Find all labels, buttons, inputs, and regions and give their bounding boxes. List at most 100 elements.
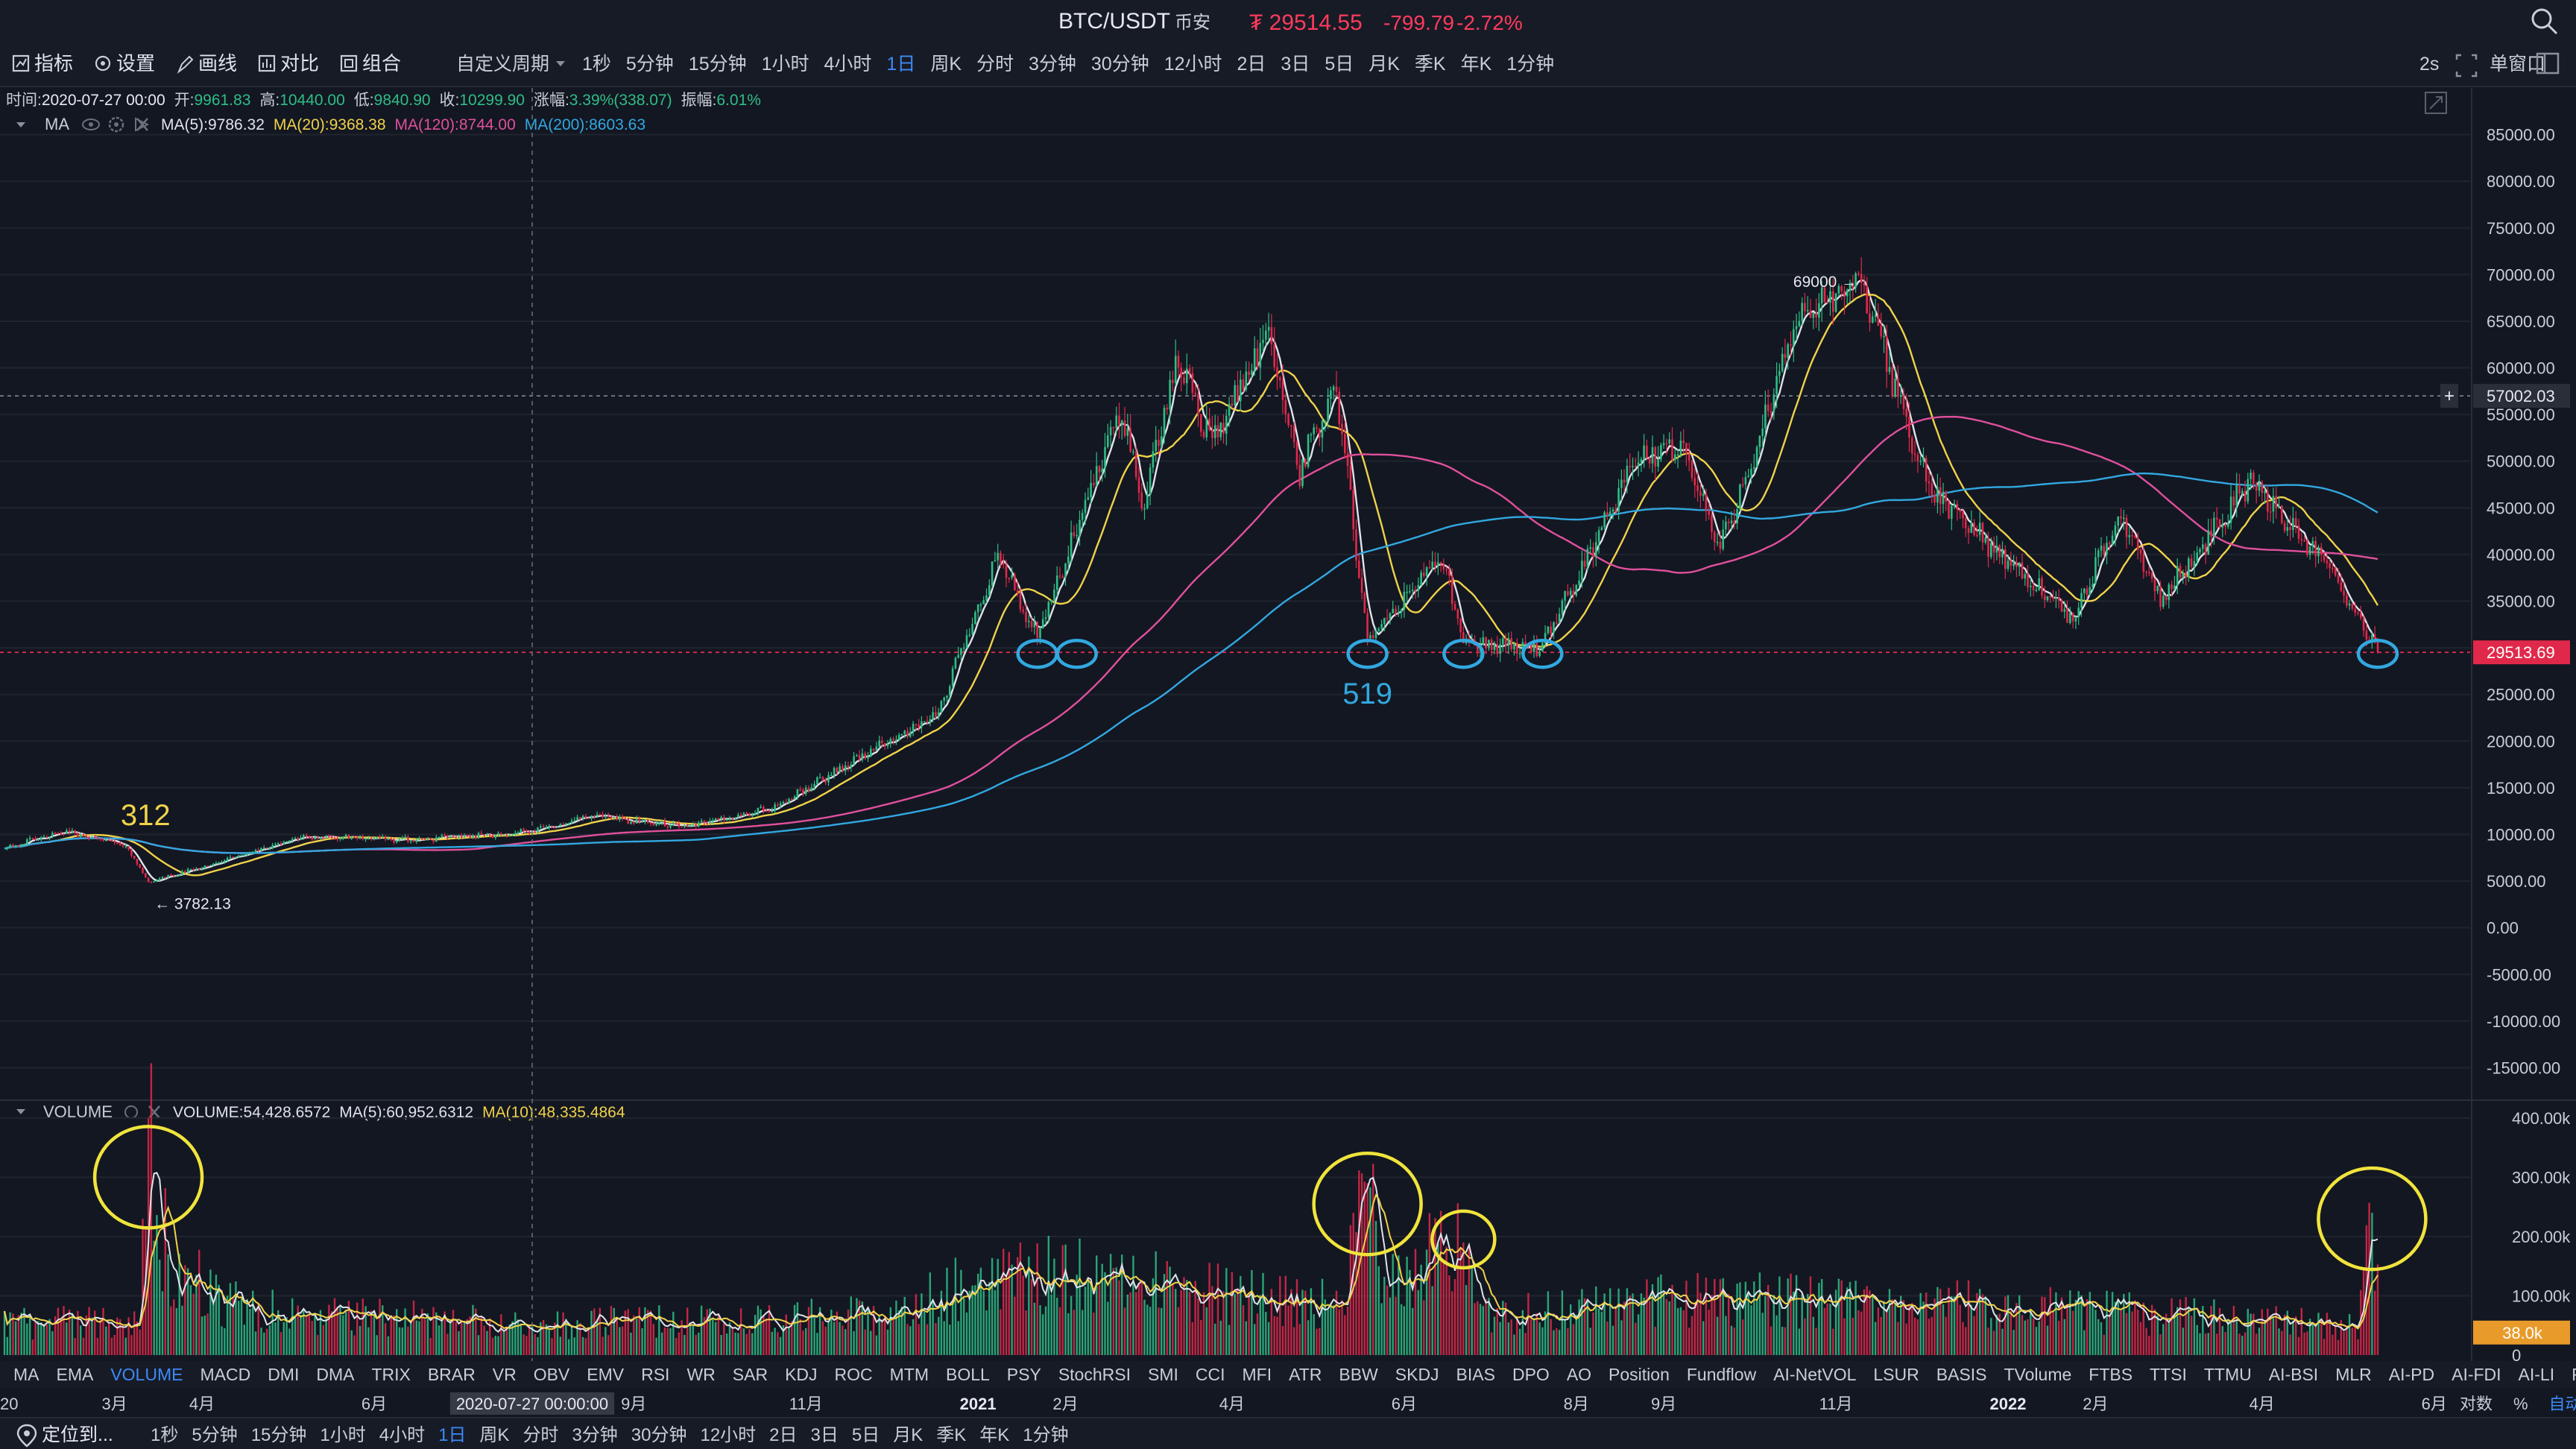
period-tab-3分钟[interactable]: 3分钟 xyxy=(1029,54,1076,75)
locate-button[interactable]: 定位到... xyxy=(16,1424,113,1448)
indicator-tab-ema[interactable]: EMA xyxy=(57,1365,95,1384)
indicator-tab-kdj[interactable]: KDJ xyxy=(785,1365,817,1384)
indicator-tab-macd[interactable]: MACD xyxy=(200,1365,250,1384)
indicator-tab-rsi[interactable]: RSI xyxy=(641,1365,669,1384)
period-tab-3日[interactable]: 3日 xyxy=(811,1425,839,1445)
indicator-tab-trix[interactable]: TRIX xyxy=(371,1365,410,1384)
indicator-tab-dpo[interactable]: DPO xyxy=(1512,1365,1550,1384)
close-icon[interactable] xyxy=(136,118,148,131)
period-tab-3分钟[interactable]: 3分钟 xyxy=(572,1425,617,1445)
period-tab-季K[interactable]: 季K xyxy=(936,1425,966,1445)
period-tab-12小时[interactable]: 12小时 xyxy=(700,1425,756,1445)
fullscreen-icon[interactable] xyxy=(2425,92,2447,114)
indicator-tab-roc[interactable]: ROC xyxy=(835,1365,873,1384)
indicator-tab-emv[interactable]: EMV xyxy=(587,1365,625,1384)
indicator-tab-ttmu[interactable]: TTMU xyxy=(2204,1365,2252,1384)
period-tab-5分钟[interactable]: 5分钟 xyxy=(192,1425,237,1445)
period-tab-1秒[interactable]: 1秒 xyxy=(582,54,611,75)
indicator-tab-ai-pd[interactable]: AI-PD xyxy=(2389,1365,2434,1384)
symbol-title[interactable]: BTC/USDT xyxy=(1058,9,1170,34)
period-tab-1日[interactable]: 1日 xyxy=(886,54,915,75)
indicator-tab-lsur[interactable]: LSUR xyxy=(1873,1365,1919,1384)
dock-icon[interactable] xyxy=(2536,52,2560,75)
indicator-tab-stochrsi[interactable]: StochRSI xyxy=(1058,1365,1131,1384)
indicator-tab-brar[interactable]: BRAR xyxy=(428,1365,476,1384)
indicator-tab-volume[interactable]: VOLUME xyxy=(110,1365,183,1384)
period-tab-5日[interactable]: 5日 xyxy=(1325,54,1354,75)
collapse-chevron-icon[interactable] xyxy=(16,122,25,127)
indicator-tab-cci[interactable]: CCI xyxy=(1196,1365,1225,1384)
indicator-tab-wr[interactable]: WR xyxy=(686,1365,715,1384)
period-tab-月K[interactable]: 月K xyxy=(893,1425,923,1445)
indicator-tab-skdj[interactable]: SKDJ xyxy=(1395,1365,1439,1384)
indicator-tab-atr[interactable]: ATR xyxy=(1289,1365,1322,1384)
refresh-interval[interactable]: 2s xyxy=(2419,54,2439,75)
screenshot-icon[interactable] xyxy=(2455,54,2478,78)
indicator-tab-bbw[interactable]: BBW xyxy=(1339,1365,1378,1384)
indicator-tab-dma[interactable]: DMA xyxy=(316,1365,355,1384)
indicator-tab-sar[interactable]: SAR xyxy=(733,1365,768,1384)
axis-option-对数[interactable]: 对数 xyxy=(2460,1395,2493,1413)
indicator-tab-boll[interactable]: BOLL xyxy=(946,1365,990,1384)
indicator-tab-mtm[interactable]: MTM xyxy=(890,1365,929,1384)
period-tab-2日[interactable]: 2日 xyxy=(1237,54,1266,75)
indicator-tab-ai-bsi[interactable]: AI-BSI xyxy=(2269,1365,2318,1384)
period-tab-分时[interactable]: 分时 xyxy=(523,1425,558,1445)
indicator-tab-psy[interactable]: PSY xyxy=(1007,1365,1041,1384)
gear-icon[interactable] xyxy=(108,116,124,133)
period-tab-1秒[interactable]: 1秒 xyxy=(151,1425,178,1445)
period-tab-1分钟[interactable]: 1分钟 xyxy=(1023,1425,1068,1445)
period-tab-5分钟[interactable]: 5分钟 xyxy=(626,54,674,75)
add-alert-button[interactable] xyxy=(2440,384,2458,408)
tool-settings[interactable]: 设置 xyxy=(95,52,155,75)
indicator-tab-ai-li[interactable]: AI-LI xyxy=(2519,1365,2555,1384)
indicator-tab-ma[interactable]: MA xyxy=(13,1365,40,1384)
period-tab-12小时[interactable]: 12小时 xyxy=(1164,54,1222,75)
indicator-tab-mlr[interactable]: MLR xyxy=(2335,1365,2372,1384)
axis-option-%[interactable]: % xyxy=(2513,1395,2528,1413)
indicator-tab-ai-fdi[interactable]: AI-FDI xyxy=(2452,1365,2501,1384)
period-tab-周K[interactable]: 周K xyxy=(930,54,962,75)
period-tab-2日[interactable]: 2日 xyxy=(769,1425,797,1445)
period-tab-4小时[interactable]: 4小时 xyxy=(379,1425,425,1445)
indicator-tab-dmi[interactable]: DMI xyxy=(268,1365,299,1384)
indicator-tab-ftbs[interactable]: FTBS xyxy=(2089,1365,2133,1384)
period-tab-15分钟[interactable]: 15分钟 xyxy=(689,54,747,75)
search-icon[interactable] xyxy=(2531,8,2558,35)
tool-compare[interactable]: 对比 xyxy=(258,52,319,75)
period-tab-年K[interactable]: 年K xyxy=(979,1425,1009,1445)
indicator-tab-ai-netvol[interactable]: AI-NetVOL xyxy=(1773,1365,1856,1384)
period-tab-15分钟[interactable]: 15分钟 xyxy=(251,1425,307,1445)
period-tab-3日[interactable]: 3日 xyxy=(1281,54,1310,75)
tool-draw-line[interactable]: 画线 xyxy=(177,52,237,75)
period-tab-周K[interactable]: 周K xyxy=(479,1425,509,1445)
indicator-tab-mfi[interactable]: MFI xyxy=(1242,1365,1272,1384)
custom-period-dropdown[interactable]: 自定义周期 xyxy=(456,54,565,75)
period-tab-4小时[interactable]: 4小时 xyxy=(824,54,872,75)
tool-indicator[interactable]: 指标 xyxy=(12,52,73,75)
indicator-tab-bias[interactable]: BIAS xyxy=(1456,1365,1495,1384)
indicator-tab-vr[interactable]: VR xyxy=(493,1365,517,1384)
axis-option-自动[interactable]: 自动 xyxy=(2549,1395,2576,1413)
indicator-tab-tvolume[interactable]: TVolume xyxy=(2004,1365,2072,1384)
period-tab-年K[interactable]: 年K xyxy=(1461,54,1492,75)
indicator-tab-ttsi[interactable]: TTSI xyxy=(2150,1365,2187,1384)
volume-collapse-icon[interactable] xyxy=(16,1109,25,1114)
period-tab-季K[interactable]: 季K xyxy=(1415,54,1446,75)
window-mode[interactable]: 单窗口 xyxy=(2490,54,2545,75)
period-tab-30分钟[interactable]: 30分钟 xyxy=(631,1425,687,1445)
period-tab-1小时[interactable]: 1小时 xyxy=(762,54,809,75)
period-tab-1小时[interactable]: 1小时 xyxy=(320,1425,365,1445)
indicator-tab-basis[interactable]: BASIS xyxy=(1936,1365,1987,1384)
indicator-tab-ao[interactable]: AO xyxy=(1567,1365,1591,1384)
period-tab-5日[interactable]: 5日 xyxy=(852,1425,880,1445)
eye-icon[interactable] xyxy=(82,119,100,130)
indicator-tab-fundflow[interactable]: Fundflow xyxy=(1687,1365,1757,1384)
indicator-tab-fr[interactable]: FR xyxy=(2572,1365,2576,1384)
period-tab-1分钟[interactable]: 1分钟 xyxy=(1506,54,1554,75)
period-tab-月K[interactable]: 月K xyxy=(1368,54,1400,75)
period-tab-1日[interactable]: 1日 xyxy=(438,1425,466,1445)
tool-combine[interactable]: 组合 xyxy=(340,52,401,75)
indicator-tab-obv[interactable]: OBV xyxy=(534,1365,570,1384)
copy-icon[interactable] xyxy=(135,117,150,132)
